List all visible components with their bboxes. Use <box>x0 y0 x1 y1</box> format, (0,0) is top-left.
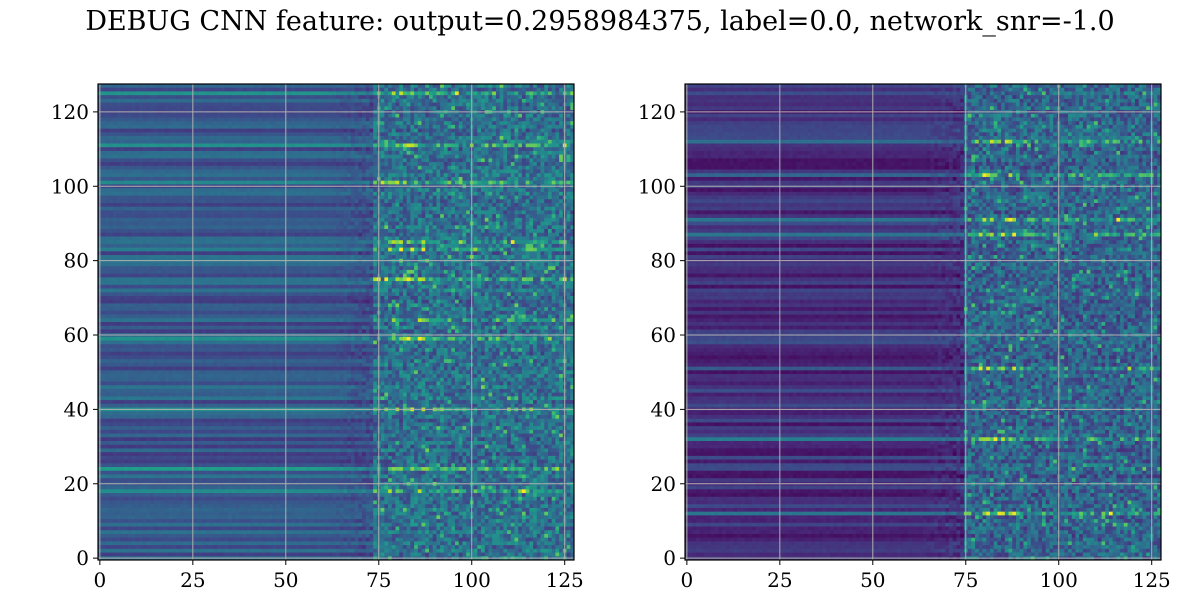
y-tick-label: 120 <box>638 100 676 124</box>
x-tick-label: 125 <box>546 568 584 592</box>
y-tick-label: 60 <box>651 323 676 347</box>
y-tick-label: 0 <box>663 546 676 570</box>
x-tick-label: 125 <box>1133 568 1171 592</box>
y-tick-label: 80 <box>651 249 676 273</box>
x-tick-label: 100 <box>1040 568 1078 592</box>
axes-frame <box>97 83 575 561</box>
y-tick-label: 120 <box>51 100 89 124</box>
figure-title: DEBUG CNN feature: output=0.2958984375, … <box>0 6 1200 37</box>
x-tick-label: 100 <box>453 568 491 592</box>
x-tick-label: 25 <box>180 568 205 592</box>
axes-frame <box>684 83 1162 561</box>
x-tick-label: 0 <box>680 568 693 592</box>
y-tick-label: 40 <box>651 397 676 421</box>
y-tick-label: 100 <box>51 174 89 198</box>
y-tick-label: 100 <box>638 174 676 198</box>
x-tick-label: 75 <box>366 568 391 592</box>
x-tick-label: 75 <box>953 568 978 592</box>
heatmap-panel-right: 0 25 50 75 100 125 0 20 40 60 80 100 120 <box>638 83 1171 592</box>
heatmap-image <box>98 84 574 560</box>
y-tick-label: 20 <box>64 472 89 496</box>
y-tick-label: 20 <box>651 472 676 496</box>
x-tick-label: 50 <box>273 568 298 592</box>
y-tick-label: 60 <box>64 323 89 347</box>
heatmap-panel-left: 0 25 50 75 100 125 0 20 40 60 80 100 120 <box>51 83 584 592</box>
x-tick-label: 0 <box>93 568 106 592</box>
heatmap-image <box>685 84 1161 560</box>
y-tick-label: 80 <box>64 249 89 273</box>
x-tick-label: 50 <box>860 568 885 592</box>
y-tick-label: 40 <box>64 397 89 421</box>
x-tick-label: 25 <box>767 568 792 592</box>
y-tick-label: 0 <box>76 546 89 570</box>
